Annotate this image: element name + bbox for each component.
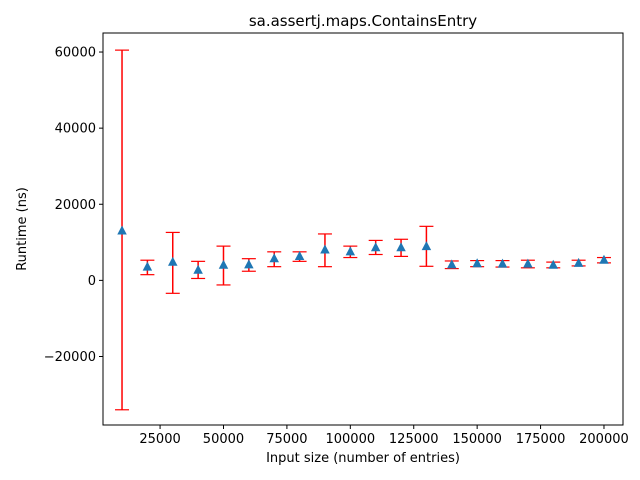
chart-title: sa.assertj.maps.ContainsEntry: [249, 12, 477, 30]
y-tick-label: 0: [88, 274, 96, 289]
data-point-marker: [168, 256, 178, 266]
x-tick-label: 75000: [266, 432, 307, 447]
y-tick-label: 40000: [55, 122, 96, 137]
data-point-marker: [269, 253, 279, 263]
data-point-marker: [117, 225, 127, 235]
x-tick-label: 50000: [203, 432, 244, 447]
y-tick-label: 20000: [55, 198, 96, 213]
x-tick-label: 175000: [516, 432, 566, 447]
y-axis-ticks: −20000 0 20000 40000 60000: [44, 46, 103, 365]
data-point-marker: [548, 259, 558, 269]
x-tick-label: 200000: [579, 432, 629, 447]
plot-frame: [102, 32, 624, 426]
data-point-marker: [523, 258, 533, 268]
data-point-marker: [218, 259, 229, 269]
x-tick-label: 100000: [325, 432, 375, 447]
x-axis-ticks: 25000 50000 75000 100000 125000 150000 175000 2…: [139, 425, 629, 447]
error-bars: [115, 49, 611, 411]
data-point-marker: [396, 242, 406, 252]
y-axis-label: Runtime (ns): [15, 187, 30, 271]
data-point-marker: [472, 258, 482, 268]
data-point-marker: [142, 261, 153, 271]
x-tick-label: 150000: [452, 432, 502, 447]
y-tick-label: 60000: [55, 46, 96, 61]
data-point-marker: [370, 242, 381, 252]
x-axis-label: Input size (number of entries): [266, 451, 460, 466]
data-point-marker: [447, 259, 457, 269]
data-point-marker: [193, 264, 203, 274]
data-point-marker: [320, 244, 330, 254]
x-tick-label: 125000: [389, 432, 439, 447]
data-point-marker: [294, 251, 305, 261]
y-tick-label: −20000: [44, 350, 96, 365]
data-markers: [117, 225, 609, 274]
x-tick-label: 25000: [139, 432, 180, 447]
data-point-marker: [599, 254, 609, 264]
data-point-marker: [345, 246, 356, 256]
data-point-marker: [421, 241, 432, 251]
data-point-marker: [244, 259, 254, 269]
data-point-marker: [497, 258, 508, 268]
data-point-marker: [573, 257, 584, 267]
